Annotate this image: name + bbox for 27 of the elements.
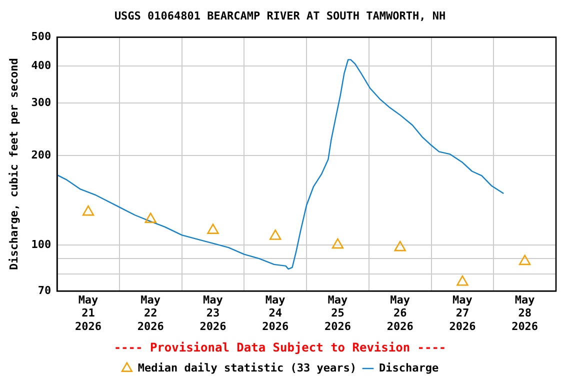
y-tick-label: 400 xyxy=(31,58,52,72)
text: ---- Provisional Data Subject to Revision ---- xyxy=(114,340,446,355)
x-tick-label: May 21 2026 xyxy=(75,293,102,333)
y-tick-label: 500 xyxy=(31,30,52,44)
point xyxy=(207,224,219,234)
x-tick-label: May 24 2026 xyxy=(262,293,289,333)
legend-label: Discharge xyxy=(378,361,439,374)
point xyxy=(144,212,156,223)
x-tick-label: May 25 2026 xyxy=(324,293,352,333)
point xyxy=(456,275,468,286)
x-tick-label: May 23 2026 xyxy=(200,293,227,333)
point xyxy=(270,230,282,240)
y-tick-label: 300 xyxy=(31,96,52,109)
x-tick-label: May 26 2026 xyxy=(386,293,414,333)
x-tick-label: May 27 2026 xyxy=(449,293,476,333)
point xyxy=(332,238,344,249)
legend-label: Median daily statistic (33 years) xyxy=(138,361,356,374)
y-tick-label: 200 xyxy=(31,148,52,162)
chart-title: USGS 01064801 BEARCAMP RIVER AT SOUTH TAMWORTH, NH xyxy=(114,9,446,22)
x-tick-label: May 28 2026 xyxy=(512,293,538,333)
x-tick-label: May 22 2026 xyxy=(137,293,164,333)
point xyxy=(518,254,531,266)
point xyxy=(82,205,94,216)
y-tick-label: 70 xyxy=(38,284,52,297)
point xyxy=(394,240,406,252)
y-tick-label: 100 xyxy=(31,238,52,251)
y-axis-title: Discharge, cubic feet per second xyxy=(7,58,20,270)
